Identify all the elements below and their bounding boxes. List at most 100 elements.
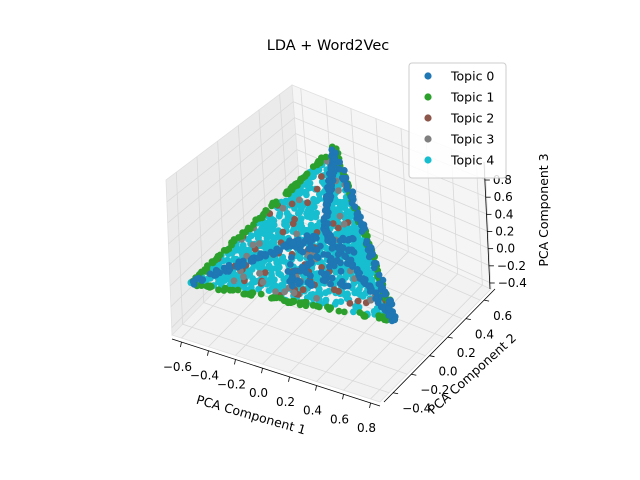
data-point <box>349 193 357 201</box>
data-point <box>234 263 242 271</box>
data-point <box>378 282 385 290</box>
x-tick-label: −0.2 <box>217 377 246 391</box>
data-point <box>323 195 330 203</box>
data-point <box>328 245 336 252</box>
data-point <box>294 188 301 196</box>
y-axis-line <box>383 288 496 403</box>
data-point <box>307 279 315 287</box>
data-point <box>269 279 277 287</box>
x-tick <box>261 368 263 374</box>
data-point <box>198 277 206 284</box>
data-point <box>302 299 310 306</box>
data-point <box>295 196 303 204</box>
data-point <box>289 298 297 306</box>
data-point <box>224 256 231 264</box>
data-point <box>248 265 256 273</box>
data-point <box>340 167 348 174</box>
data-point <box>277 258 284 265</box>
data-point <box>345 247 352 255</box>
data-point <box>258 214 266 222</box>
y-tick-label: −0.2 <box>420 383 449 397</box>
data-point <box>281 221 288 229</box>
data-point <box>294 182 301 189</box>
data-point <box>281 288 288 296</box>
data-point <box>358 248 365 256</box>
legend-marker <box>424 156 432 164</box>
data-point <box>273 201 281 208</box>
x-gridline <box>262 118 385 365</box>
legend-label: Topic 2 <box>450 111 494 126</box>
data-point <box>369 250 376 257</box>
data-point <box>335 187 342 195</box>
data-point <box>313 246 321 254</box>
data-points <box>187 143 399 325</box>
data-point <box>353 210 361 218</box>
data-point <box>295 236 302 244</box>
data-point <box>306 254 314 262</box>
data-point <box>242 290 249 298</box>
y-tick-label: 0.6 <box>493 309 512 323</box>
legend-label: Topic 0 <box>450 69 494 84</box>
data-point <box>312 274 320 282</box>
data-point <box>339 176 347 183</box>
legend-label: Topic 1 <box>450 90 494 105</box>
z-tick-label: 0.2 <box>495 225 514 239</box>
data-point <box>360 225 367 232</box>
data-point <box>347 212 355 219</box>
legend-label: Topic 4 <box>450 153 494 168</box>
data-point <box>379 314 387 321</box>
y-tick <box>447 336 453 339</box>
data-point <box>247 257 255 265</box>
data-point <box>346 300 354 307</box>
data-point <box>230 277 238 285</box>
data-point <box>360 312 368 320</box>
data-point <box>327 165 335 173</box>
data-point <box>313 168 320 175</box>
data-point <box>326 257 334 265</box>
data-point <box>269 226 277 233</box>
data-point <box>256 264 263 272</box>
data-point <box>289 239 297 247</box>
data-point <box>256 270 263 277</box>
data-point <box>322 201 330 208</box>
data-point <box>334 224 342 232</box>
data-point <box>355 236 362 244</box>
data-point <box>355 303 363 311</box>
data-point <box>295 280 302 288</box>
data-point <box>279 199 287 207</box>
data-point <box>298 205 305 213</box>
data-point <box>325 186 333 194</box>
axis-ticks: −0.6−0.4−0.20.00.20.40.60.8−0.4−0.20.00.… <box>163 173 527 435</box>
axes-lines <box>171 161 496 407</box>
y-tick-label: 0.2 <box>457 346 476 360</box>
data-point <box>297 175 305 183</box>
data-point <box>240 273 247 281</box>
data-point <box>306 210 314 218</box>
data-point <box>230 238 238 245</box>
data-point <box>340 220 348 228</box>
data-point <box>334 251 342 258</box>
data-point <box>336 280 344 288</box>
x-tick <box>180 341 182 348</box>
data-point <box>336 237 344 245</box>
data-point <box>298 264 306 271</box>
z-tick-label: −0.4 <box>498 276 527 290</box>
x-tick-label: 0.6 <box>330 412 349 426</box>
legend-marker <box>424 93 432 101</box>
data-point <box>287 261 294 268</box>
data-point <box>349 188 357 196</box>
data-point <box>332 268 340 276</box>
legend-marker <box>424 72 432 80</box>
data-point <box>275 233 283 241</box>
data-point <box>259 278 267 286</box>
data-point <box>331 300 339 308</box>
data-point <box>238 232 246 240</box>
data-point <box>366 243 374 251</box>
data-point <box>351 203 359 211</box>
data-point <box>326 263 333 270</box>
data-point <box>360 277 367 285</box>
axes-panes <box>165 84 492 403</box>
data-point <box>284 268 292 275</box>
data-point <box>382 290 389 298</box>
data-point <box>324 251 332 259</box>
